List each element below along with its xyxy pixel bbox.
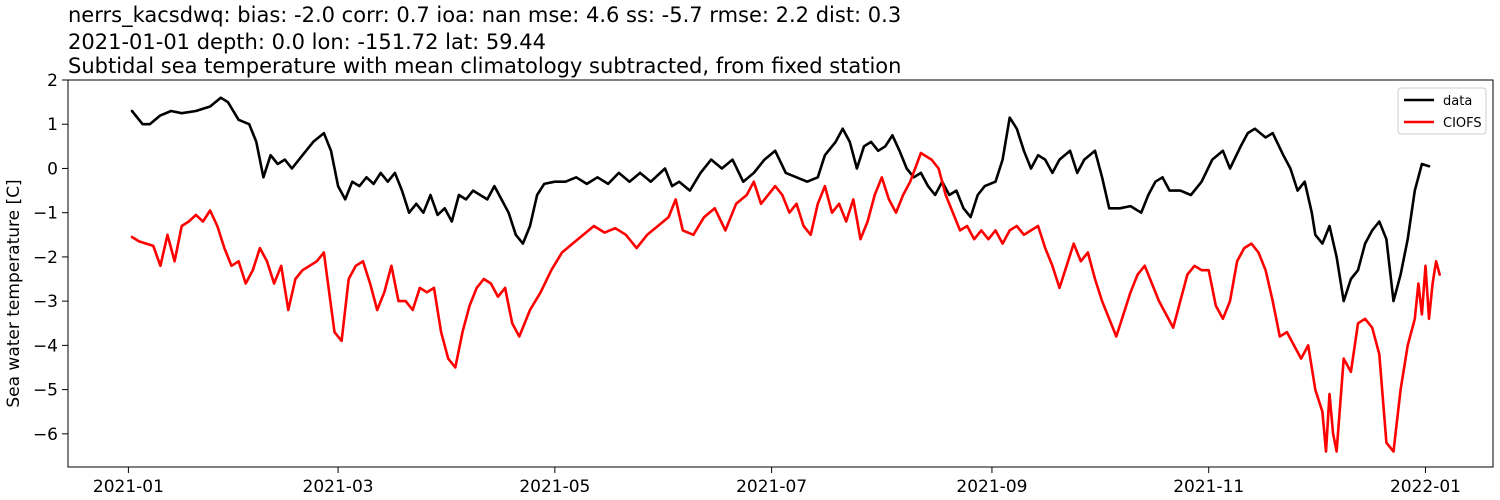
- x-tick-label: 2021-03: [303, 477, 374, 497]
- series-layer: [130, 96, 1441, 453]
- plot-frame: [67, 79, 1494, 468]
- legend: data CIOFS: [1397, 87, 1487, 135]
- series-line-data: [130, 96, 1431, 303]
- y-tick-label: −6: [33, 425, 58, 445]
- y-axis-label: Sea water temperature [C]: [4, 179, 24, 407]
- x-axis: 2021-01 2021-03 2021-05 2021-07 2021-09 2021-…: [93, 467, 1461, 497]
- y-axis: 2 1 0 −1 −2 −3 −4 −5 −6: [33, 71, 68, 445]
- chart-title-station: 2021-01-01 depth: 0.0 lon: -151.72 lat: …: [68, 30, 546, 54]
- legend-label: CIOFS: [1443, 116, 1482, 131]
- chart-title-stats: nerrs_kacsdwq: bias: -2.0 corr: 0.7 ioa:…: [68, 3, 902, 27]
- y-tick-label: −1: [33, 204, 58, 224]
- y-tick-label: 0: [47, 159, 58, 179]
- y-tick-label: −4: [33, 336, 58, 356]
- y-tick-label: −2: [33, 248, 58, 268]
- x-tick-label: 2022-01: [1390, 477, 1461, 497]
- x-tick-label: 2021-09: [956, 477, 1027, 497]
- y-tick-label: 2: [47, 71, 58, 91]
- series-line-ciofs: [130, 151, 1441, 453]
- x-tick-label: 2021-01: [93, 477, 164, 497]
- chart-title-description: Subtidal sea temperature with mean clima…: [68, 54, 902, 78]
- x-tick-label: 2021-11: [1173, 477, 1244, 497]
- y-tick-label: −3: [33, 292, 58, 312]
- y-tick-label: −5: [33, 381, 58, 401]
- x-tick-label: 2021-07: [736, 477, 807, 497]
- x-tick-label: 2021-05: [519, 477, 590, 497]
- legend-label: data: [1443, 94, 1472, 109]
- y-tick-label: 1: [47, 115, 58, 135]
